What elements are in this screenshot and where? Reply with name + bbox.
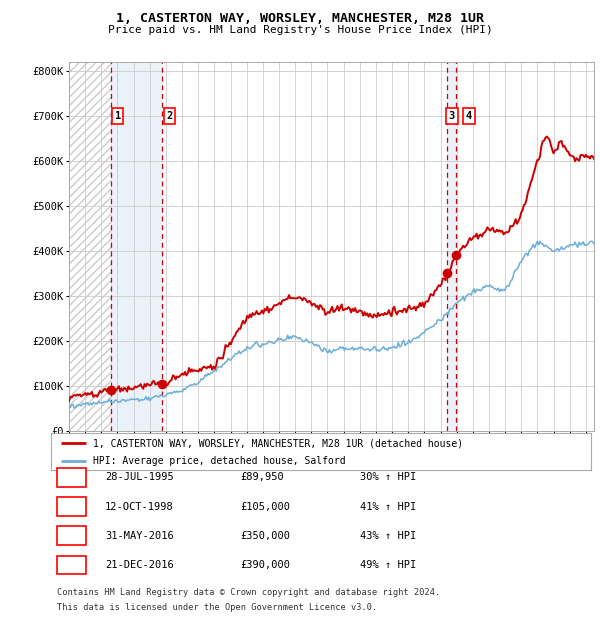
Text: 49% ↑ HPI: 49% ↑ HPI <box>360 560 416 570</box>
Text: 41% ↑ HPI: 41% ↑ HPI <box>360 502 416 512</box>
Text: 4: 4 <box>466 111 472 121</box>
Text: 2: 2 <box>166 111 173 121</box>
Text: 3: 3 <box>68 529 75 542</box>
Text: 21-DEC-2016: 21-DEC-2016 <box>105 560 174 570</box>
Text: Contains HM Land Registry data © Crown copyright and database right 2024.: Contains HM Land Registry data © Crown c… <box>57 588 440 597</box>
Text: 28-JUL-1995: 28-JUL-1995 <box>105 472 174 482</box>
Text: £89,950: £89,950 <box>240 472 284 482</box>
Text: HPI: Average price, detached house, Salford: HPI: Average price, detached house, Salf… <box>93 456 346 466</box>
Text: 1: 1 <box>115 111 121 121</box>
Text: £105,000: £105,000 <box>240 502 290 512</box>
Text: 3: 3 <box>449 111 455 121</box>
Text: 1, CASTERTON WAY, WORSLEY, MANCHESTER, M28 1UR (detached house): 1, CASTERTON WAY, WORSLEY, MANCHESTER, M… <box>93 438 463 448</box>
Text: 12-OCT-1998: 12-OCT-1998 <box>105 502 174 512</box>
Text: 43% ↑ HPI: 43% ↑ HPI <box>360 531 416 541</box>
Text: 30% ↑ HPI: 30% ↑ HPI <box>360 472 416 482</box>
Text: 31-MAY-2016: 31-MAY-2016 <box>105 531 174 541</box>
Text: 2: 2 <box>68 500 75 513</box>
Text: 1, CASTERTON WAY, WORSLEY, MANCHESTER, M28 1UR: 1, CASTERTON WAY, WORSLEY, MANCHESTER, M… <box>116 12 484 25</box>
Text: £350,000: £350,000 <box>240 531 290 541</box>
Text: £390,000: £390,000 <box>240 560 290 570</box>
Text: This data is licensed under the Open Government Licence v3.0.: This data is licensed under the Open Gov… <box>57 603 377 612</box>
Text: 1: 1 <box>68 471 75 484</box>
Text: Price paid vs. HM Land Registry's House Price Index (HPI): Price paid vs. HM Land Registry's House … <box>107 25 493 35</box>
Bar <box>447 62 456 431</box>
Text: 4: 4 <box>68 559 75 571</box>
Bar <box>110 62 163 431</box>
